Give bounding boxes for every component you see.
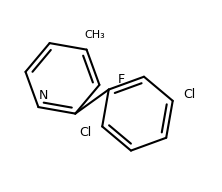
Text: CH₃: CH₃ bbox=[85, 30, 105, 40]
Text: F: F bbox=[118, 73, 125, 86]
Text: Cl: Cl bbox=[79, 126, 92, 139]
Text: Cl: Cl bbox=[183, 88, 195, 101]
Text: N: N bbox=[39, 89, 48, 102]
